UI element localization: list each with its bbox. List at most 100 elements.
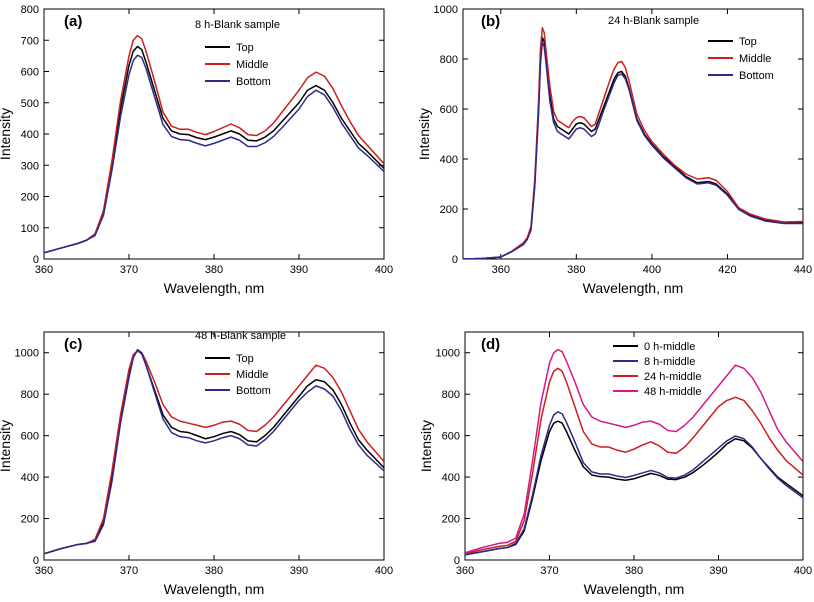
panel-title: 24 h-Blank sample <box>608 15 699 27</box>
legend-label: Bottom <box>236 76 271 88</box>
series-line-top <box>44 349 384 555</box>
legend-label: Middle <box>739 53 771 65</box>
legend-label: Top <box>236 42 254 54</box>
y-tick-label: 0 <box>33 254 39 266</box>
x-tick-label: 390 <box>290 565 308 577</box>
panel-c: 360 370 380 390 400 0 200 400 600 800 1000 Waveleng… <box>0 330 393 597</box>
y-tick-label: 800 <box>21 389 39 401</box>
legend: Top Middle Bottom <box>205 42 271 88</box>
x-tick-label: 370 <box>120 264 138 276</box>
y-axis-label: Intensity <box>0 420 13 472</box>
x-tick-label: 420 <box>718 264 736 276</box>
y-tick-label: 300 <box>21 160 39 172</box>
x-tick-label: 360 <box>35 565 53 577</box>
x-tick-label: 400 <box>375 264 393 276</box>
panel-a: 360 370 380 390 400 0 100 200 300 400 500 600 700 800… <box>0 4 393 296</box>
legend-label: Middle <box>236 59 268 71</box>
y-axis-label: Intensity <box>418 420 434 472</box>
x-tick-label: 380 <box>567 264 585 276</box>
x-tick-label: 360 <box>456 565 474 577</box>
legend-label: Top <box>739 36 757 48</box>
series-line-8-h-middle <box>465 411 803 556</box>
y-tick-label: 600 <box>21 431 39 443</box>
y-tick-label: 800 <box>442 389 460 401</box>
series-line-bottom <box>44 348 384 555</box>
series-line-24-h-middle <box>465 367 803 555</box>
panel-label: (d) <box>481 336 500 353</box>
y-tick-label: 400 <box>21 472 39 484</box>
series-line-0-h-middle <box>465 420 803 556</box>
y-tick-label: 400 <box>440 154 458 166</box>
x-axis-label: Wavelength, nm <box>584 581 685 597</box>
x-tick-label: 370 <box>540 565 558 577</box>
y-tick-label: 500 <box>21 98 39 110</box>
series-line-middle <box>44 34 384 254</box>
y-axis-label: Intensity <box>0 108 13 160</box>
x-tick-label: 400 <box>794 565 812 577</box>
legend-label: Bottom <box>236 385 271 397</box>
series-line-middle <box>44 349 384 555</box>
y-tick-label: 600 <box>21 67 39 79</box>
x-tick-label: 360 <box>492 264 510 276</box>
x-tick-label: 380 <box>205 264 223 276</box>
y-tick-label: 0 <box>452 254 458 266</box>
x-tick-label: 380 <box>625 565 643 577</box>
y-tick-label: 0 <box>454 555 460 567</box>
legend-label: Middle <box>236 369 268 381</box>
y-tick-label: 600 <box>440 104 458 116</box>
y-tick-label: 0 <box>33 555 39 567</box>
y-tick-label: 400 <box>21 129 39 141</box>
legend: 0 h-middle 8 h-middle 24 h-middle 48 h-midd… <box>613 341 701 398</box>
x-tick-label: 400 <box>643 264 661 276</box>
y-tick-label: 1000 <box>15 348 39 360</box>
legend-label: 24 h-middle <box>644 371 701 383</box>
x-axis-label: Wavelength, nm <box>583 280 684 296</box>
series-group <box>44 34 384 254</box>
series-group <box>465 348 803 556</box>
x-tick-label: 380 <box>205 565 223 577</box>
panel-d: 360 370 380 390 400 0 200 400 600 800 1000 Waveleng… <box>418 331 812 597</box>
panel-label: (a) <box>64 13 82 30</box>
y-tick-label: 200 <box>442 514 460 526</box>
legend-label: Bottom <box>739 70 774 82</box>
x-tick-label: 370 <box>120 565 138 577</box>
series-group <box>44 348 384 555</box>
series-line-top <box>44 45 384 254</box>
legend-label: 48 h-middle <box>644 386 701 398</box>
x-tick-label: 390 <box>290 264 308 276</box>
x-axis-label: Wavelength, nm <box>164 581 265 597</box>
x-tick-label: 440 <box>794 264 812 276</box>
x-tick-label: 400 <box>375 565 393 577</box>
x-axis-label: Wavelength, nm <box>164 280 265 296</box>
y-tick-label: 100 <box>21 223 39 235</box>
y-tick-label: 400 <box>442 472 460 484</box>
series-line-48-h-middle <box>465 348 803 554</box>
panel-title: 8 h-Blank sample <box>195 19 280 31</box>
series-line-bottom <box>44 54 384 254</box>
y-tick-label: 800 <box>21 4 39 16</box>
plot-frame <box>462 8 804 260</box>
y-tick-label: 200 <box>440 204 458 216</box>
y-tick-label: 1000 <box>436 348 460 360</box>
y-tick-label: 600 <box>442 431 460 443</box>
y-tick-label: 800 <box>440 54 458 66</box>
y-tick-label: 200 <box>21 514 39 526</box>
panel-b: 360 380 400 420 440 0 200 400 600 800 1000 Waveleng… <box>416 4 812 296</box>
series-line-bottom <box>463 42 803 259</box>
panel-label: (c) <box>64 336 82 353</box>
y-tick-label: 200 <box>21 192 39 204</box>
legend: Top Middle Bottom <box>708 36 774 82</box>
x-tick-label: 360 <box>35 264 53 276</box>
legend-label: 8 h-middle <box>644 356 695 368</box>
legend-label: 0 h-middle <box>644 341 695 353</box>
plot-frame <box>43 331 385 561</box>
y-axis-label: Intensity <box>416 108 432 160</box>
legend-label: Top <box>236 353 254 365</box>
y-tick-label: 700 <box>21 35 39 47</box>
y-tick-label: 1000 <box>434 4 458 16</box>
series-group <box>463 27 803 259</box>
x-tick-label: 390 <box>709 565 727 577</box>
panel-label: (b) <box>481 13 500 30</box>
legend: Top Middle Bottom <box>205 353 271 397</box>
